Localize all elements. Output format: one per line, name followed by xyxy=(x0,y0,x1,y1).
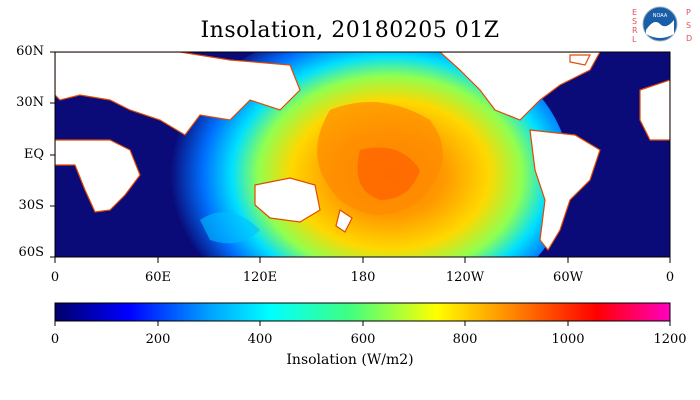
lon-label-60w: 60W xyxy=(553,270,583,285)
esrl-letter-r: R xyxy=(632,26,638,35)
colorbar-ticks xyxy=(54,321,671,326)
australia-landmass xyxy=(254,177,321,223)
colorbar-title: Insolation (W/m2) xyxy=(286,352,414,368)
colorbar xyxy=(54,302,671,322)
lon-label-120w: 120W xyxy=(445,270,485,285)
noaa-bird-icon xyxy=(646,20,674,38)
cb-label-1000: 1000 xyxy=(551,332,585,347)
cb-label-1200: 1200 xyxy=(653,332,687,347)
psd-letter-p: P xyxy=(686,8,691,17)
max-insolation-core xyxy=(357,147,420,200)
new-zealand-landmass xyxy=(335,209,353,233)
lat-ticks xyxy=(50,51,55,258)
africa-landmass xyxy=(55,139,141,213)
europe-edge-landmass xyxy=(639,79,670,141)
lon-ticks xyxy=(54,257,671,263)
psd-letter-s: S xyxy=(686,21,691,30)
lat-label-60s: 60S xyxy=(18,245,44,260)
lat-label-eq: EQ xyxy=(23,147,44,162)
north-america-landmass xyxy=(439,52,601,121)
lat-label-60n: 60N xyxy=(16,44,44,59)
lat-label-30s: 30S xyxy=(18,198,44,213)
lon-label-60e: 60E xyxy=(144,270,172,285)
esrl-letter-e: E xyxy=(632,8,637,17)
lon-label-120e: 120E xyxy=(242,270,278,285)
lon-label-0: 0 xyxy=(50,270,60,285)
esrl-letter-l: L xyxy=(632,35,637,44)
noaa-logo-graphic: E S R L NOAA P S D xyxy=(632,6,692,44)
cb-label-400: 400 xyxy=(247,332,273,347)
lat-label-30n: 30N xyxy=(16,95,44,110)
cb-label-200: 200 xyxy=(145,332,171,347)
noaa-emblem-text: NOAA xyxy=(653,13,668,19)
lon-label-180: 180 xyxy=(350,270,376,285)
noaa-logo: E S R L NOAA P S D xyxy=(624,4,696,44)
map-title: Insolation, 20180205 01Z xyxy=(200,18,500,43)
cb-label-800: 800 xyxy=(452,332,478,347)
cb-label-0: 0 xyxy=(50,332,60,347)
lon-label-0-east: 0 xyxy=(665,270,675,285)
cb-label-600: 600 xyxy=(350,332,376,347)
psd-letter-d: D xyxy=(686,34,692,43)
landmasses xyxy=(55,52,670,252)
greenland-landmass xyxy=(569,54,591,66)
south-america-landmass xyxy=(529,129,601,252)
eurasia-landmass xyxy=(55,52,301,136)
cloud-swirl xyxy=(200,212,260,244)
esrl-letter-s: S xyxy=(632,17,637,26)
